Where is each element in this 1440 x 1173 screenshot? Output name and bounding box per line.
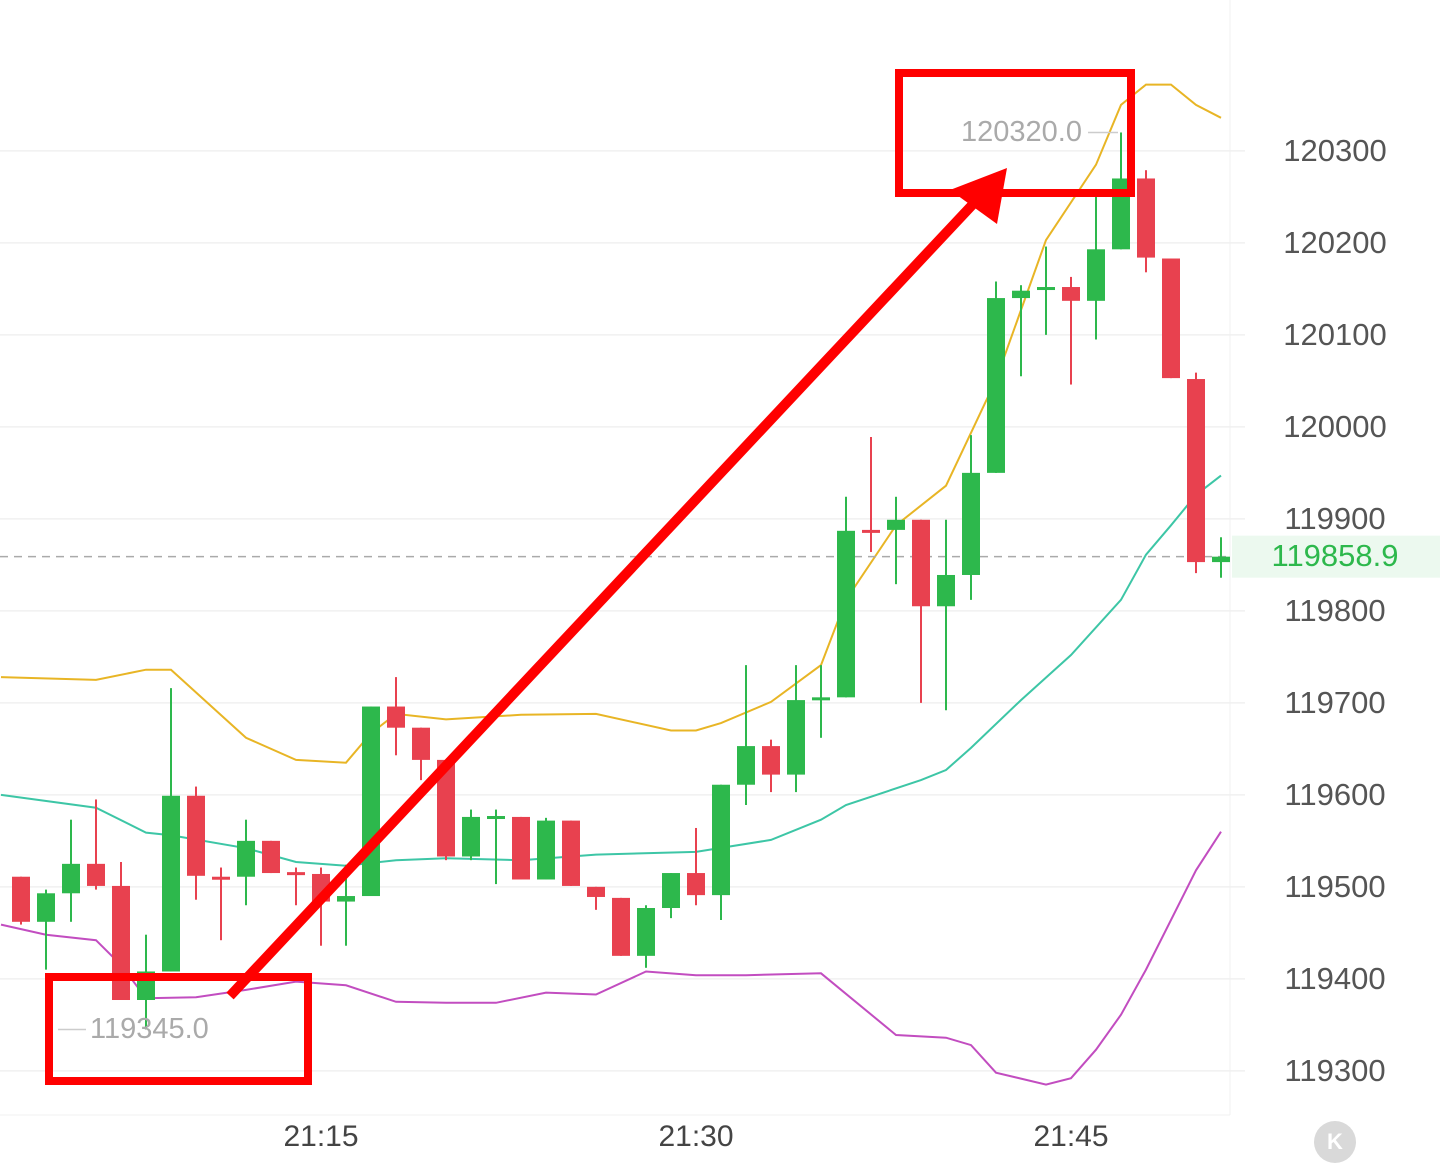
candle-body [262,840,280,874]
candle-body [1137,178,1155,258]
candle-body [487,816,505,820]
candle-body [762,746,780,775]
candle-body [237,840,255,877]
candle-body [437,759,455,857]
candle-body [887,519,905,530]
candle-body [512,816,530,880]
candle-body [187,795,205,876]
candle-body [337,896,355,902]
y-tick-label: 119300 [1284,1053,1385,1088]
y-tick-label: 120200 [1283,225,1386,260]
candle-body [212,876,230,880]
candle-body [637,908,655,956]
candle-body [662,873,680,909]
x-tick-label: 21:45 [1033,1120,1108,1153]
candle-body [387,706,405,728]
candle-body [687,873,705,896]
band-line [0,474,1222,867]
highlight-box [45,973,312,1085]
candle-body [987,298,1005,473]
candle-body [362,706,380,897]
candle-body [1087,249,1105,301]
candle-body [737,746,755,785]
candle-body [787,700,805,775]
candle-body [112,885,130,1001]
candle-body [1187,379,1205,563]
x-tick-label: 21:30 [658,1120,733,1153]
current-price-label: 119858.9 [1272,538,1399,573]
annotation-overlay [45,69,1135,1085]
y-tick-label: 120000 [1283,409,1386,444]
annotation-label: 119345.0 [90,1013,209,1045]
candle-body [462,816,480,857]
candle-body [612,897,630,956]
candle-body [1012,290,1030,299]
candle-body [937,574,955,607]
candle-body [1062,287,1080,301]
logo-circle [1314,1121,1356,1163]
y-tick-label: 119700 [1284,685,1385,720]
grid [0,150,1245,1072]
candle-body [712,784,730,896]
candle-body [587,886,605,897]
y-tick-label: 119500 [1284,869,1385,904]
band-line [0,831,1222,1086]
candle-body [962,472,980,575]
y-tick-label: 119600 [1284,777,1385,812]
candle-body [62,863,80,894]
candle-body [412,727,430,760]
y-tick-label: 119900 [1284,501,1385,536]
y-tick-label: 119800 [1284,593,1385,628]
candle-body [912,519,930,607]
candle-body [287,872,305,876]
y-tick-label: 119400 [1284,961,1385,996]
arrow-shaft [226,198,979,1000]
x-tick-label: 21:15 [283,1120,358,1153]
candle-body [1212,556,1230,563]
y-tick-label: 120300 [1283,133,1386,168]
candle-body [862,529,880,533]
current-price-bg [1232,535,1440,578]
y-tick-label: 120100 [1283,317,1386,352]
candle-body [562,820,580,886]
highlight-box [895,69,1135,197]
candle-body [1037,287,1055,291]
band-line [0,83,1222,764]
candle-body [37,893,55,922]
logo-text: K [1327,1129,1343,1154]
candle-body [12,876,30,922]
logo[interactable]: K [1314,1121,1356,1163]
annotation-label: 120320.0 [961,116,1082,148]
arrow-head [950,168,1007,224]
candle-body [812,697,830,701]
candle-body [837,530,855,698]
candle-body [87,863,105,886]
candles [12,132,1230,1030]
labels: 119300 119400 119500 119600 119700 119800 1199… [58,116,1440,1153]
candle-body [1162,258,1180,379]
candle-body [537,820,555,880]
candle-body [162,795,180,972]
